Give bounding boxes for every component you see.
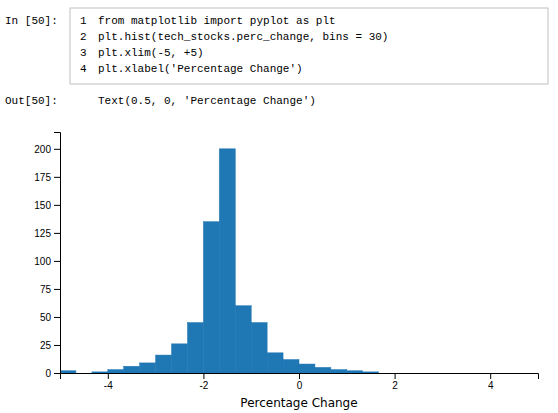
y-tick: 200 — [34, 144, 60, 155]
x-tick: -2 — [199, 373, 208, 391]
bar — [172, 344, 188, 373]
x-axis-line — [61, 374, 539, 380]
code-line: plt.xlim(-5, +5) — [98, 47, 204, 59]
code-line: from matplotlib import pyplot as plt — [98, 15, 336, 27]
bar — [347, 371, 363, 373]
y-tick: 100 — [34, 256, 60, 267]
bar — [522, 373, 538, 374]
x-axis: -4 -2 0 2 4 — [61, 373, 539, 391]
y-tick: 50 — [40, 312, 60, 323]
y-tick: 150 — [34, 200, 60, 211]
bar — [156, 355, 172, 373]
y-axis: 0 25 50 75 100 125 150 175 200 — [34, 133, 60, 379]
chart: In [50]: 1 from matplotlib import pyplot a… — [0, 0, 558, 413]
bar — [379, 373, 395, 374]
bar — [60, 371, 76, 373]
bar — [315, 367, 331, 373]
y-tick-mark — [54, 261, 60, 262]
y-tick-label: 25 — [40, 340, 52, 351]
output-text: Text(0.5, 0, 'Percentage Change') — [98, 95, 316, 107]
x-tick-label: 2 — [392, 380, 398, 391]
code-line: plt.hist(tech_stocks.perc_change, bins =… — [98, 31, 388, 43]
y-tick-label: 125 — [34, 228, 51, 239]
y-tick-mark — [54, 149, 60, 150]
y-tick-label: 100 — [34, 256, 51, 267]
y-tick-mark — [54, 177, 60, 178]
bar — [474, 373, 490, 374]
line-number: 1 — [80, 15, 87, 27]
line-number: 3 — [80, 47, 87, 59]
bar — [506, 373, 522, 374]
x-tick-mark — [490, 373, 491, 379]
bar — [76, 373, 92, 374]
plot: -4 -2 0 2 4 0 25 50 75 100 125 150 175 200 Percentage … — [34, 133, 538, 411]
y-tick-label: 75 — [40, 284, 52, 295]
y-tick: 175 — [34, 172, 60, 183]
y-tick-label: 175 — [34, 172, 51, 183]
x-tick: 0 — [297, 373, 303, 391]
bar — [235, 306, 251, 373]
code-line: plt.xlabel('Percentage Change') — [98, 63, 303, 75]
y-tick-mark — [54, 205, 60, 206]
x-tick-mark — [395, 373, 396, 379]
bar — [124, 366, 140, 373]
cell-border — [70, 8, 548, 84]
x-tick-label: 4 — [488, 380, 494, 391]
x-tick-label: -2 — [199, 380, 208, 391]
y-tick-mark — [54, 289, 60, 290]
y-tick-mark — [54, 317, 60, 318]
y-tick-label: 200 — [34, 144, 51, 155]
y-tick-label: 50 — [40, 312, 52, 323]
code-cell: In [50]: 1 from matplotlib import pyplot a… — [5, 8, 548, 107]
bar — [140, 363, 156, 373]
bar — [267, 353, 283, 373]
bar — [426, 373, 442, 374]
y-tick: 0 — [45, 368, 60, 379]
y-axis-line — [54, 133, 61, 374]
bar — [251, 323, 267, 373]
y-tick: 125 — [34, 228, 60, 239]
x-tick-mark — [108, 373, 109, 379]
bar — [331, 370, 347, 373]
bar — [283, 360, 299, 373]
x-axis-title: Percentage Change — [240, 396, 357, 410]
bar — [219, 149, 235, 373]
x-tick: -4 — [104, 373, 113, 391]
x-tick: 2 — [392, 373, 398, 391]
bar — [458, 373, 474, 374]
in-label: In [50]: — [5, 15, 58, 27]
bar — [395, 373, 411, 374]
y-tick-label: 150 — [34, 200, 51, 211]
line-number: 2 — [80, 31, 87, 43]
y-tick: 75 — [40, 284, 60, 295]
out-label: Out[50]: — [5, 95, 58, 107]
x-tick: 4 — [488, 373, 494, 391]
bar — [203, 222, 219, 373]
y-tick-mark — [54, 345, 60, 346]
bar — [299, 364, 315, 373]
x-tick-label: 0 — [297, 380, 303, 391]
bar — [442, 373, 458, 374]
bar — [411, 373, 427, 374]
y-tick-mark — [54, 373, 60, 374]
x-tick-mark — [203, 373, 204, 379]
y-tick-mark — [54, 233, 60, 234]
bar — [363, 372, 379, 373]
bars — [60, 149, 379, 373]
line-number: 4 — [80, 63, 87, 75]
y-tick: 25 — [40, 340, 60, 351]
bar — [490, 373, 506, 374]
bar — [108, 370, 124, 373]
bar — [92, 372, 108, 373]
bar — [187, 323, 203, 373]
y-tick-label: 0 — [45, 368, 51, 379]
x-tick-label: -4 — [104, 380, 113, 391]
x-tick-mark — [299, 373, 300, 379]
